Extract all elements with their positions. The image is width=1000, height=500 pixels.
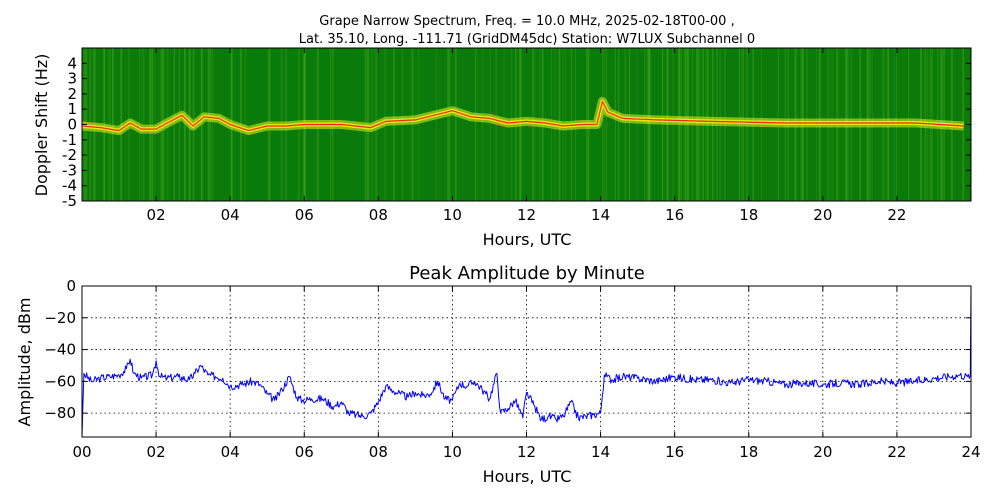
spectrum-y-tick-label: 2 [67,85,77,103]
spectrum-y-tick-label: -4 [62,177,77,195]
amplitude-x-tick-label: 06 [295,443,314,461]
amplitude-grid [82,286,971,437]
spectrum-y-tick-label: -1 [62,131,77,149]
amplitude-series-line [82,286,971,437]
spectrum-y-tick-label: 4 [67,54,77,72]
spectrum-x-tick-label: 08 [369,206,388,224]
amplitude-y-tick-label: −80 [44,404,76,422]
spectrum-x-tick-label: 02 [147,206,166,224]
amplitude-y-ticks: 0 −20 −40 −60 −80 [44,277,971,422]
spectrum-y-tick-label: 0 [67,116,77,134]
amplitude-x-axis-title: Hours, UTC [483,467,572,486]
amplitude-x-tick-label: 04 [221,443,240,461]
spectrum-x-tick-label: 20 [813,206,832,224]
amplitude-x-tick-label: 18 [739,443,758,461]
spectrum-x-ticks: 02 04 06 08 10 12 14 16 18 20 22 [147,48,906,224]
amplitude-y-tick-label: −20 [44,309,76,327]
amplitude-plot-area [82,286,971,437]
amplitude-y-tick-label: 0 [66,277,76,295]
spectrum-x-tick-label: 06 [295,206,314,224]
spectrum-y-axis-title: Doppler Shift (Hz) [32,54,51,197]
spectrum-y-tick-label: 1 [67,100,77,118]
spectrum-title-line2: Lat. 35.10, Long. -111.71 (GridDM45dc) S… [299,32,755,47]
spectrum-x-tick-label: 22 [887,206,906,224]
spectrum-x-tick-label: 18 [739,206,758,224]
amplitude-panel: Peak Amplitude by Minute 00 02 04 06 08 10 12 1… [15,263,981,486]
amplitude-x-ticks: 00 02 04 06 08 10 12 14 16 18 20 22 24 [72,286,981,461]
spectrum-y-tick-label: -2 [62,146,77,164]
amplitude-x-tick-label: 10 [443,443,462,461]
amplitude-y-axis-title: Amplitude, dBm [15,298,34,427]
spectrum-x-tick-label: 12 [517,206,536,224]
amplitude-x-tick-label: 22 [887,443,906,461]
amplitude-x-tick-label: 02 [147,443,166,461]
amplitude-x-tick-label: 12 [517,443,536,461]
amplitude-y-tick-label: −40 [44,341,76,359]
spectrum-x-tick-label: 10 [443,206,462,224]
spectrum-peak-trace [82,100,964,132]
spectrum-x-tick-label: 04 [221,206,240,224]
amplitude-x-tick-label: 08 [369,443,388,461]
spectrum-y-tick-label: -3 [62,161,77,179]
spectrum-y-tick-label: 3 [67,70,77,88]
amplitude-x-tick-label: 14 [591,443,610,461]
spectrum-x-axis-title: Hours, UTC [483,230,572,249]
spectrum-x-tick-label: 14 [591,206,610,224]
spectrum-panel: Grape Narrow Spectrum, Freq. = 10.0 MHz,… [32,14,972,249]
amplitude-y-tick-label: −60 [44,372,76,390]
amplitude-x-tick-label: 16 [665,443,684,461]
amplitude-title: Peak Amplitude by Minute [409,263,645,284]
spectrum-plot-area [82,48,971,201]
amplitude-x-tick-label: 20 [813,443,832,461]
spectrum-title-line1: Grape Narrow Spectrum, Freq. = 10.0 MHz,… [319,14,734,29]
amplitude-x-tick-label: 24 [961,443,980,461]
amplitude-x-tick-label: 00 [72,443,91,461]
spectrum-x-tick-label: 16 [665,206,684,224]
spectrum-y-tick-label: -5 [62,192,77,210]
